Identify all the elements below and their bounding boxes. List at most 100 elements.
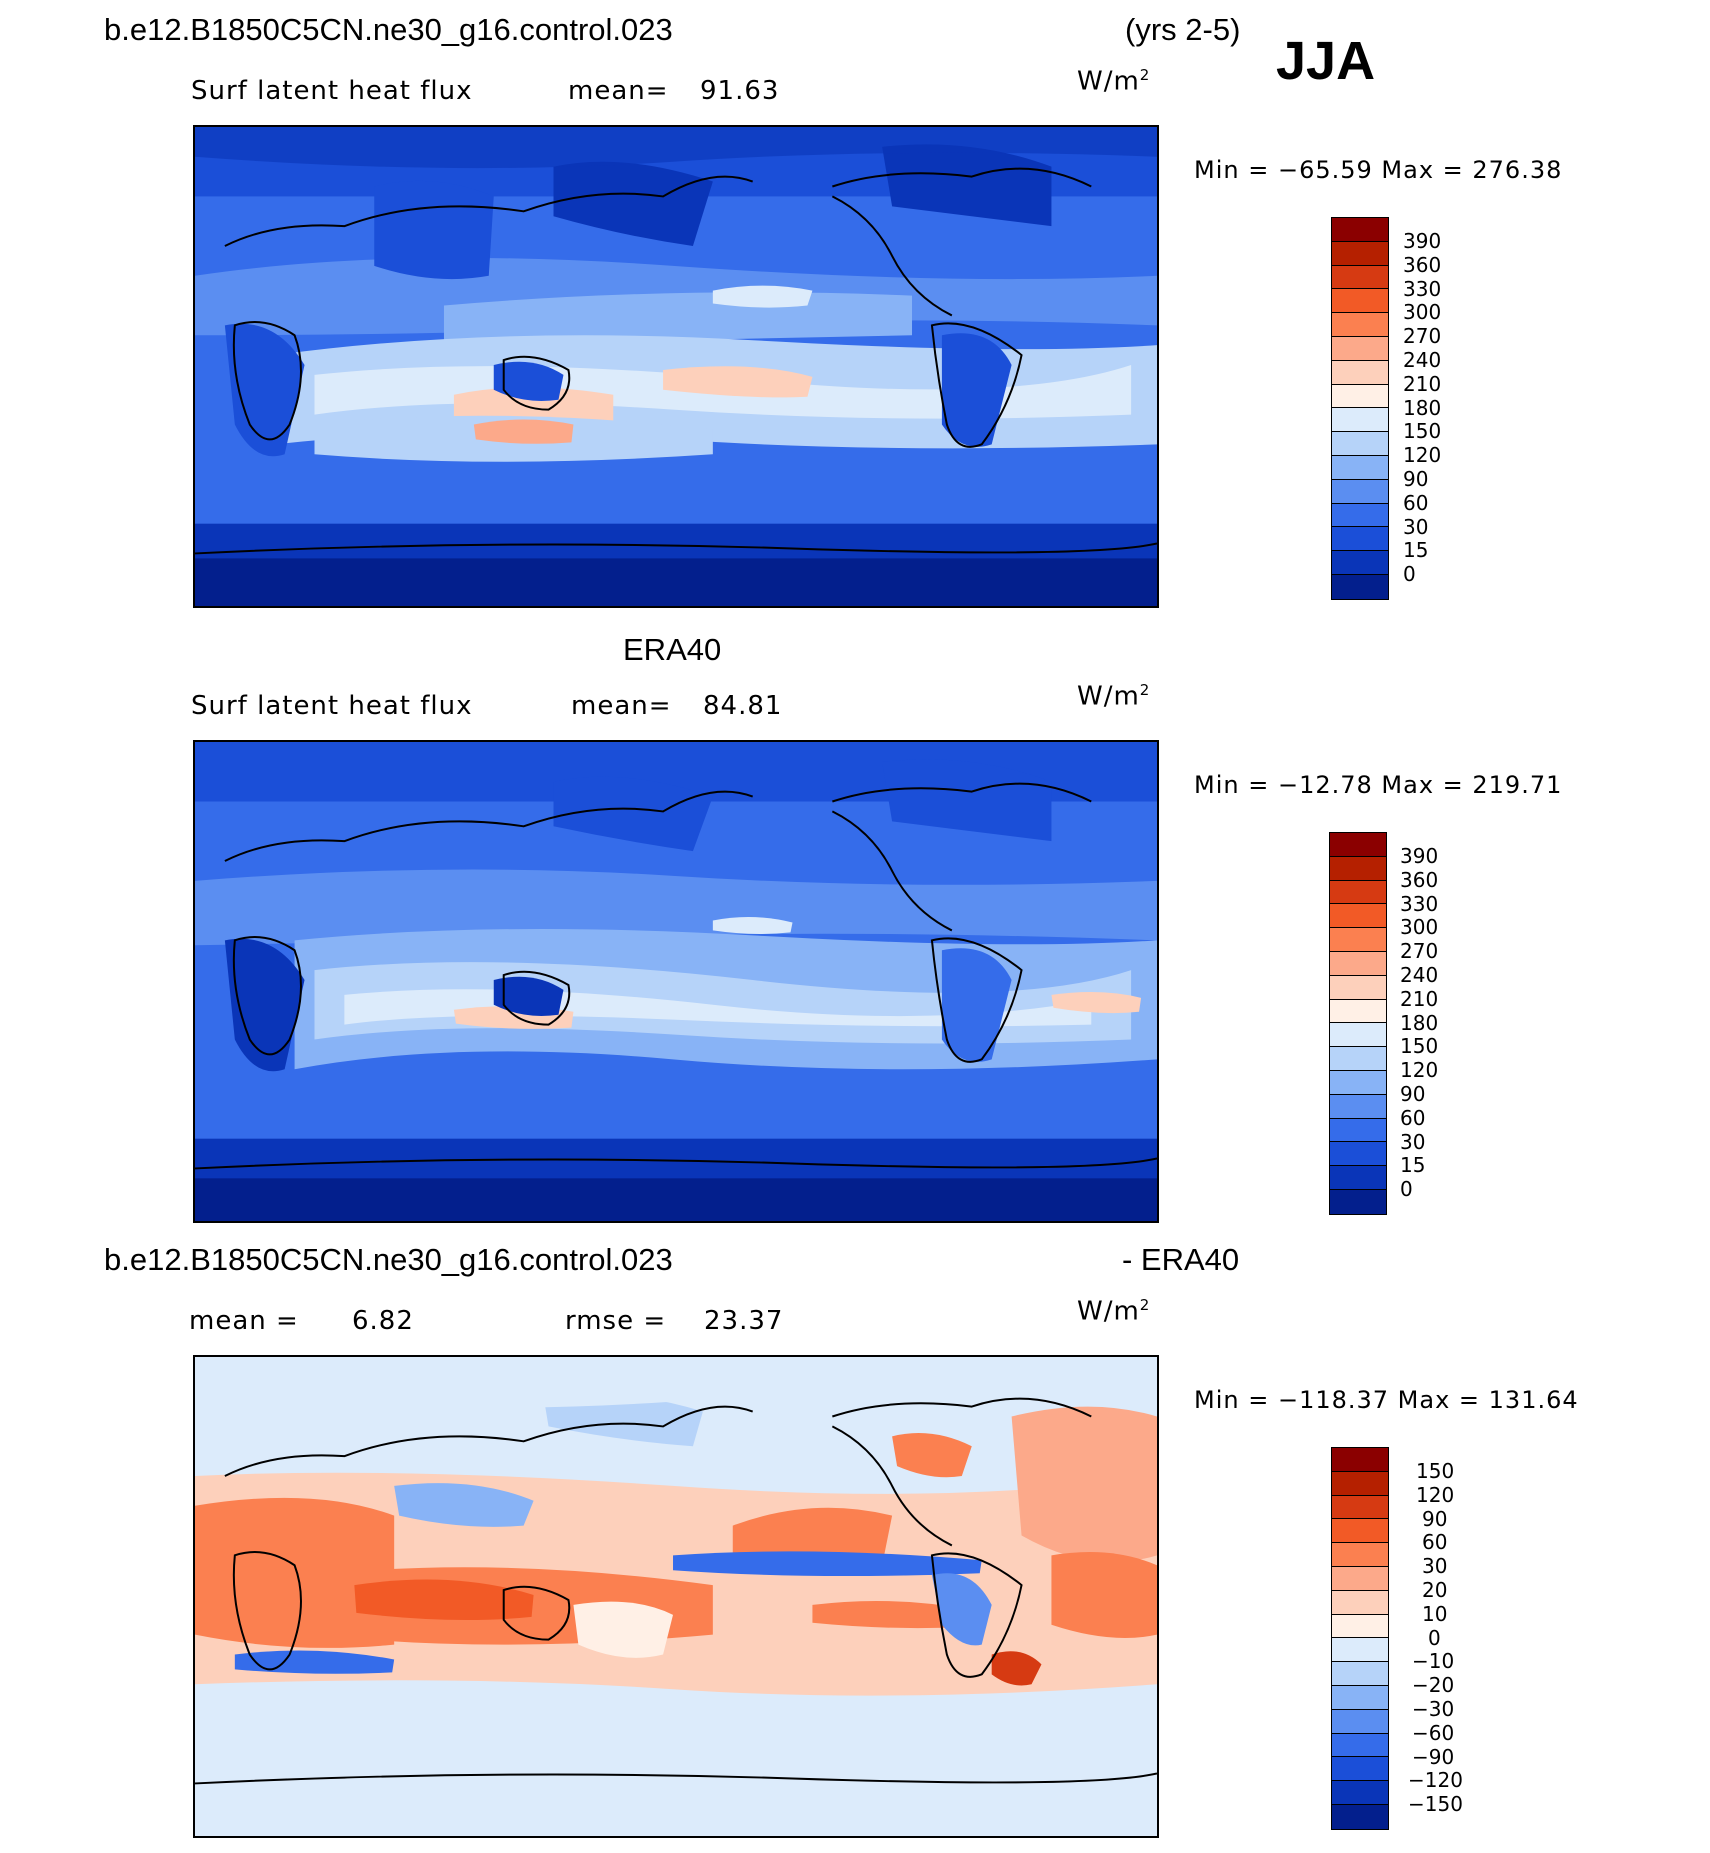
colorbar-tick: 0 — [1400, 1177, 1413, 1202]
colorbar-tick: −90 — [1412, 1744, 1455, 1769]
panel3-rmse-value: 23.37 — [704, 1306, 784, 1336]
colorbar-tick: 60 — [1422, 1530, 1448, 1555]
panel2-units: W/m2 — [1077, 681, 1151, 712]
colorbar-tick: 180 — [1403, 395, 1442, 420]
panel1-minmax: Min = −65.59 Max = 276.38 — [1194, 156, 1563, 184]
panel2-title: ERA40 — [623, 632, 722, 667]
panel2-minmax: Min = −12.78 Max = 219.71 — [1194, 771, 1563, 799]
panel1-variable: Surf latent heat flux — [191, 76, 473, 106]
colorbar-tick: 90 — [1422, 1506, 1448, 1531]
panel2-colorbar-swatch — [1330, 1142, 1386, 1167]
colorbar-tick: 10 — [1422, 1601, 1448, 1626]
panel3-colorbar-swatch — [1332, 1519, 1388, 1544]
years-label: (yrs 2-5) — [1125, 12, 1241, 47]
panel3-colorbar-swatch — [1332, 1733, 1388, 1758]
colorbar-tick: 15 — [1400, 1153, 1426, 1178]
panel3-colorbar-swatch — [1332, 1448, 1388, 1472]
panel2-colorbar-swatch — [1330, 904, 1386, 929]
colorbar-tick: 390 — [1403, 229, 1442, 253]
panel3-colorbar-swatch — [1332, 1709, 1388, 1734]
panel1-colorbar-swatch — [1332, 313, 1388, 337]
panel1-mean-label: mean= — [568, 76, 669, 106]
panel2-colorbar-swatch — [1330, 951, 1386, 976]
panel3-colorbar — [1331, 1447, 1389, 1830]
panel3-colorbar-swatch — [1332, 1781, 1388, 1805]
colorbar-tick: 270 — [1403, 324, 1442, 349]
panel2-map — [193, 740, 1159, 1223]
colorbar-tick: 60 — [1403, 490, 1429, 515]
panel2-colorbar-swatch — [1330, 1189, 1386, 1214]
panel2-map-svg — [195, 742, 1157, 1221]
panel1-colorbar-swatch — [1332, 384, 1388, 409]
panel1-map-svg — [195, 127, 1157, 606]
colorbar-tick: 0 — [1428, 1625, 1441, 1650]
colorbar-tick: 150 — [1403, 419, 1442, 444]
panel1-colorbar-swatch — [1332, 503, 1388, 528]
panel1-colorbar-swatch — [1332, 432, 1388, 456]
colorbar-tick: 210 — [1400, 986, 1439, 1011]
colorbar-tick: 150 — [1400, 1034, 1439, 1059]
panel3-mean-label: mean = — [189, 1306, 299, 1336]
colorbar-tick: 180 — [1400, 1010, 1439, 1035]
panel1-colorbar-swatch — [1332, 241, 1388, 266]
panel1-mean-value: 91.63 — [700, 76, 780, 106]
colorbar-tick: 90 — [1400, 1082, 1426, 1106]
panel2-colorbar-swatch — [1330, 1118, 1386, 1143]
panel1-colorbar-swatch — [1332, 289, 1388, 314]
colorbar-tick: 120 — [1416, 1482, 1455, 1507]
panel2-colorbar-swatch — [1330, 833, 1386, 857]
panel3-colorbar-swatch — [1332, 1685, 1388, 1710]
panel2-colorbar-swatch — [1330, 1070, 1386, 1095]
panel2-mean-label: mean= — [571, 691, 672, 721]
panel1-units: W/m2 — [1077, 66, 1151, 97]
colorbar-tick: 15 — [1403, 538, 1429, 563]
panel3-colorbar-swatch — [1332, 1543, 1388, 1567]
panel2-colorbar-swatch — [1330, 1166, 1386, 1190]
panel1-colorbar — [1331, 217, 1389, 600]
panel2-mean-value: 84.81 — [703, 691, 783, 721]
colorbar-tick: 270 — [1400, 939, 1439, 964]
panel3-rmse-label: rmse = — [565, 1306, 667, 1336]
panel2-colorbar-swatch — [1330, 856, 1386, 881]
panel1-colorbar-swatch — [1332, 574, 1388, 599]
colorbar-tick: 300 — [1403, 300, 1442, 325]
panel1-colorbar-swatch — [1332, 336, 1388, 361]
panel2-colorbar — [1329, 832, 1387, 1215]
panel1-colorbar-swatch — [1332, 218, 1388, 242]
panel1-colorbar-swatch — [1332, 527, 1388, 552]
colorbar-tick: 120 — [1400, 1058, 1439, 1083]
panel3-colorbar-swatch — [1332, 1638, 1388, 1663]
panel1-colorbar-swatch — [1332, 360, 1388, 385]
colorbar-tick: 210 — [1403, 371, 1442, 396]
panel3-colorbar-swatch — [1332, 1471, 1388, 1496]
colorbar-tick: 90 — [1403, 467, 1429, 491]
colorbar-tick: 30 — [1403, 514, 1429, 539]
panel3-colorbar-swatch — [1332, 1495, 1388, 1520]
panel2-colorbar-swatch — [1330, 928, 1386, 952]
colorbar-tick: −150 — [1408, 1792, 1463, 1817]
panel3-minmax: Min = −118.37 Max = 131.64 — [1194, 1386, 1579, 1414]
panel2-colorbar-swatch — [1330, 975, 1386, 1000]
panel3-colorbar-swatch — [1332, 1614, 1388, 1639]
panel3-colorbar-swatch — [1332, 1804, 1388, 1829]
panel1-colorbar-swatch — [1332, 551, 1388, 575]
panel2-colorbar-swatch — [1330, 1023, 1386, 1048]
colorbar-tick: 300 — [1400, 915, 1439, 940]
colorbar-tick: −60 — [1412, 1720, 1455, 1745]
colorbar-tick: 120 — [1403, 443, 1442, 468]
panel3-map — [193, 1355, 1159, 1838]
colorbar-tick: 150 — [1416, 1459, 1455, 1483]
colorbar-tick: 0 — [1403, 562, 1416, 587]
panel1-colorbar-swatch — [1332, 408, 1388, 433]
panel1-colorbar-swatch — [1332, 455, 1388, 480]
colorbar-tick: 330 — [1400, 891, 1439, 916]
colorbar-tick: 240 — [1403, 348, 1442, 372]
colorbar-tick: 330 — [1403, 276, 1442, 301]
panel2-colorbar-swatch — [1330, 880, 1386, 905]
panel2-colorbar-swatch — [1330, 1094, 1386, 1119]
panel3-colorbar-swatch — [1332, 1566, 1388, 1591]
colorbar-tick: −20 — [1412, 1673, 1455, 1698]
panel3-title-right: - ERA40 — [1122, 1242, 1240, 1277]
case-title: b.e12.B1850C5CN.ne30_g16.control.023 — [104, 12, 673, 47]
colorbar-tick: 240 — [1400, 963, 1439, 987]
